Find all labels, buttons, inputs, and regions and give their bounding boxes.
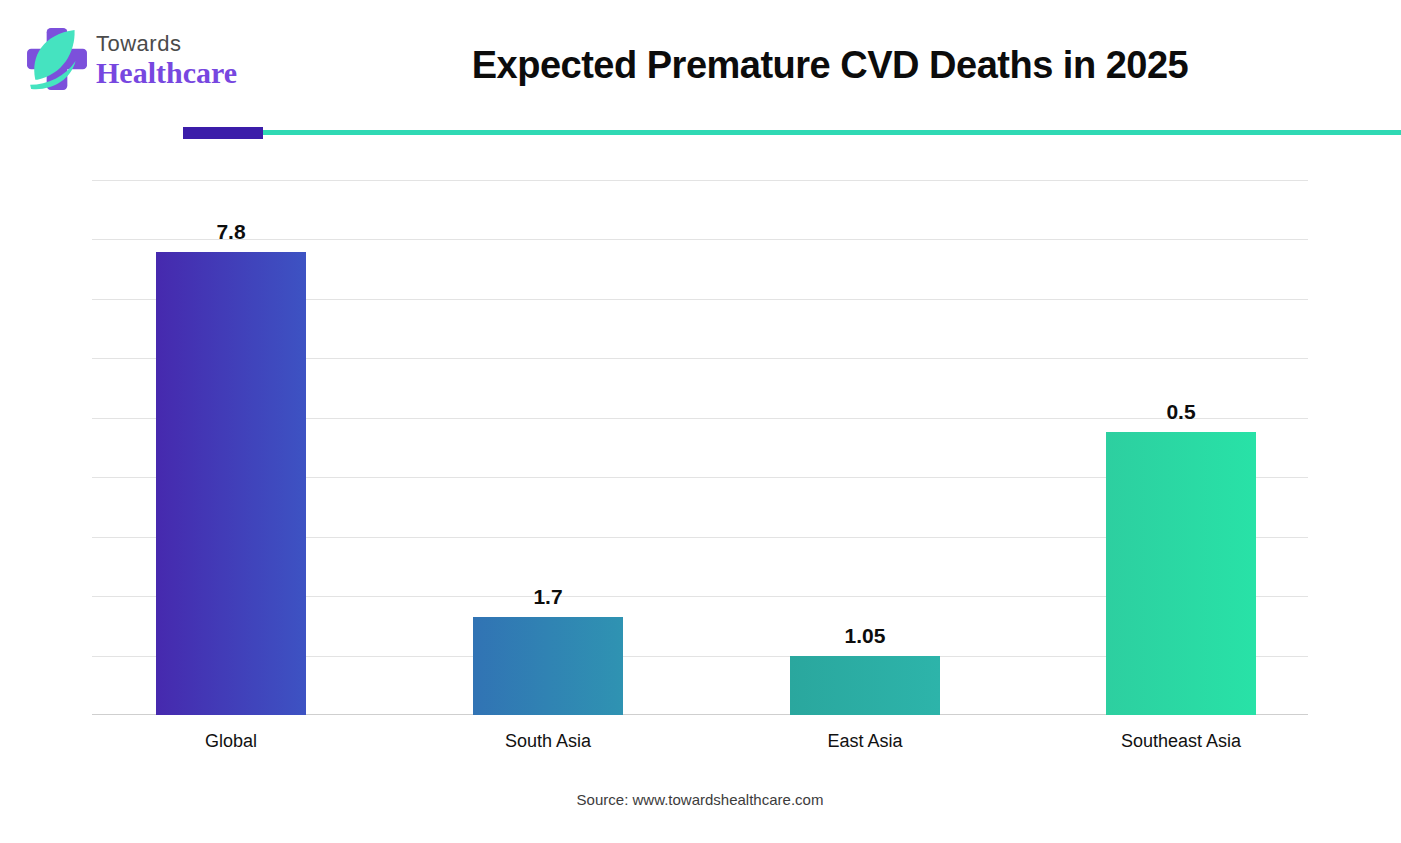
x-axis-label-south-asia: South Asia [473,731,623,752]
brand-logo: Towards Healthcare [26,26,237,92]
bar-group-global: 7.8 [156,180,306,715]
bar-south-asia [473,617,623,715]
x-axis-label-global: Global [156,731,306,752]
bar-east-asia [790,656,940,715]
bar-value-label-southeast-asia: 0.5 [1106,400,1256,424]
source-text: Source: www.towardshealthcare.com [577,791,824,808]
brand-logo-text: Towards Healthcare [96,26,237,89]
chart-title: Expected Premature CVD Deaths in 2025 [472,44,1188,87]
divider-accent-bar [183,127,263,139]
bar-group-east-asia: 1.05 [790,180,940,715]
bar-value-label-south-asia: 1.7 [473,585,623,609]
logo-healthcare-text: Healthcare [96,57,237,89]
bar-global [156,252,306,715]
x-axis-label-southeast-asia: Southeast Asia [1106,731,1256,752]
logo-towards-text: Towards [96,32,237,55]
bar-value-label-east-asia: 1.05 [790,624,940,648]
x-axis-label-east-asia: East Asia [790,731,940,752]
cross-leaf-icon [26,26,88,92]
divider-line [263,130,1401,135]
x-axis-labels: Global South Asia East Asia Southeast As… [92,731,1308,757]
bar-southeast-asia [1106,432,1256,715]
bar-group-southeast-asia: 0.5 [1106,180,1256,715]
bar-group-south-asia: 1.7 [473,180,623,715]
bar-value-label-global: 7.8 [156,220,306,244]
plot-area: 7.8 1.7 1.05 0.5 [92,180,1308,715]
infographic-root: Towards Healthcare Expected Premature CV… [0,0,1401,843]
